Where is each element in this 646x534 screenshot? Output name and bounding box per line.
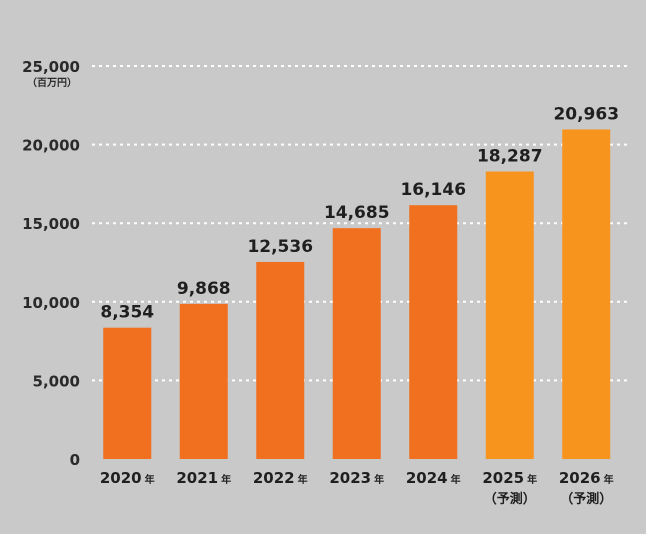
x-tick-year: 2021 — [176, 469, 218, 487]
x-tick-suffix: 年 — [221, 473, 231, 486]
bar — [332, 228, 381, 459]
x-tick-year: 2020 — [100, 469, 142, 487]
x-tick-suffix: 年 — [527, 473, 537, 486]
x-tick-label: 2025 年 — [482, 469, 537, 487]
bar — [409, 205, 458, 459]
x-tick-label: 2021 年 — [176, 469, 231, 487]
bar — [103, 327, 152, 459]
bar-value-label: 12,536 — [247, 237, 313, 257]
y-tick-label: 15,000 — [22, 215, 80, 233]
x-tick-year: 2024 — [406, 469, 448, 487]
x-tick-year: 2026 — [559, 469, 601, 487]
bar-value-label: 8,354 — [100, 303, 154, 323]
y-tick-label: 10,000 — [22, 294, 80, 312]
x-tick-note: （予測） — [560, 491, 612, 507]
x-tick-suffix: 年 — [374, 473, 384, 486]
y-tick-label: 5,000 — [33, 372, 80, 390]
bar-value-label: 18,287 — [477, 147, 543, 167]
bar-value-label: 9,868 — [177, 279, 231, 299]
bar — [562, 129, 611, 459]
x-tick-year: 2023 — [329, 469, 371, 487]
y-tick-label: 0 — [70, 451, 80, 469]
x-tick-label: 2026 年 — [559, 469, 614, 487]
x-tick-suffix: 年 — [298, 473, 308, 486]
x-tick-suffix: 年 — [604, 473, 614, 486]
x-tick-year: 2025 — [482, 469, 524, 487]
bar-value-label: 16,146 — [400, 180, 466, 200]
y-tick-label: 20,000 — [22, 137, 80, 155]
bar-value-label: 14,685 — [324, 203, 390, 223]
x-tick-label: 2024 年 — [406, 469, 461, 487]
x-tick-label: 2023 年 — [329, 469, 384, 487]
x-tick-suffix: 年 — [451, 473, 461, 486]
bar — [179, 303, 228, 459]
x-tick-note: （予測） — [484, 491, 536, 507]
bar — [485, 171, 534, 459]
x-tick-label: 2020 年 — [100, 469, 155, 487]
bars-layer — [103, 129, 611, 459]
x-tick-suffix: 年 — [145, 473, 155, 486]
y-axis-unit-label: （百万円） — [27, 76, 77, 89]
x-tick-label: 2022 年 — [253, 469, 308, 487]
y-tick-label: 25,000 — [22, 58, 80, 76]
x-tick-year: 2022 — [253, 469, 295, 487]
bar — [256, 261, 305, 459]
bar-value-label: 20,963 — [553, 104, 619, 124]
